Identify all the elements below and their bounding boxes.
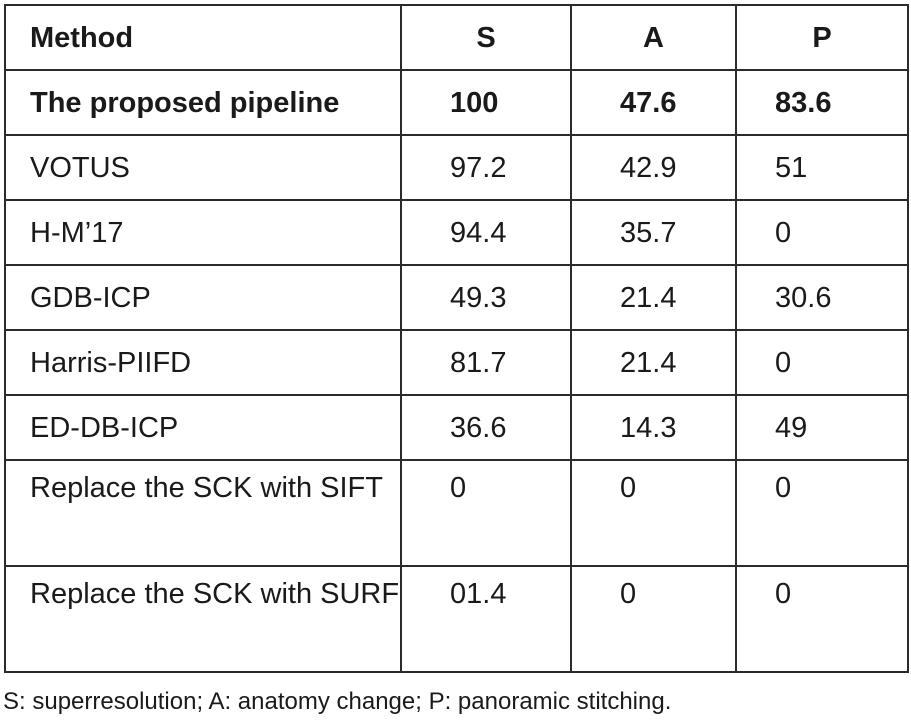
header-row: Method S A P [4, 4, 909, 71]
table-row: Replace the SCK with SURF 01.4 0 0 [4, 565, 909, 673]
p-cell: 0 [735, 565, 909, 673]
a-cell: 35.7 [570, 199, 737, 266]
method-cell: ED-DB-ICP [4, 394, 402, 461]
p-cell: 49 [735, 394, 909, 461]
table-row: H-M’17 94.4 35.7 0 [4, 199, 909, 266]
header-method: Method [4, 4, 402, 71]
p-cell: 51 [735, 134, 909, 201]
method-cell: H-M’17 [4, 199, 402, 266]
a-cell: 14.3 [570, 394, 737, 461]
a-cell: 21.4 [570, 264, 737, 331]
a-cell: 0 [570, 459, 737, 567]
results-table: Method S A P The proposed pipeline 100 4… [4, 4, 909, 673]
method-cell: Replace the SCK with SURF [4, 565, 402, 673]
s-cell: 100 [400, 69, 572, 136]
a-cell: 0 [570, 565, 737, 673]
header-p: P [735, 4, 909, 71]
p-cell: 0 [735, 329, 909, 396]
table-row: GDB-ICP 49.3 21.4 30.6 [4, 264, 909, 331]
table-row: The proposed pipeline 100 47.6 83.6 [4, 69, 909, 136]
a-cell: 47.6 [570, 69, 737, 136]
method-cell: Harris-PIIFD [4, 329, 402, 396]
s-cell: 49.3 [400, 264, 572, 331]
p-cell: 30.6 [735, 264, 909, 331]
table-row: Replace the SCK with SIFT 0 0 0 [4, 459, 909, 567]
method-cell: GDB-ICP [4, 264, 402, 331]
table-header: Method S A P [4, 4, 909, 71]
table-row: VOTUS 97.2 42.9 51 [4, 134, 909, 201]
s-cell: 36.6 [400, 394, 572, 461]
a-cell: 21.4 [570, 329, 737, 396]
header-s: S [400, 4, 572, 71]
s-cell: 81.7 [400, 329, 572, 396]
p-cell: 0 [735, 459, 909, 567]
table-row: Harris-PIIFD 81.7 21.4 0 [4, 329, 909, 396]
method-cell: The proposed pipeline [4, 69, 402, 136]
s-cell: 0 [400, 459, 572, 567]
table-row: ED-DB-ICP 36.6 14.3 49 [4, 394, 909, 461]
p-cell: 0 [735, 199, 909, 266]
method-cell: VOTUS [4, 134, 402, 201]
p-cell: 83.6 [735, 69, 909, 136]
s-cell: 94.4 [400, 199, 572, 266]
table-body: The proposed pipeline 100 47.6 83.6 VOTU… [4, 69, 909, 673]
table-footnote: S: superresolution; A: anatomy change; P… [3, 688, 672, 715]
s-cell: 01.4 [400, 565, 572, 673]
s-cell: 97.2 [400, 134, 572, 201]
method-cell: Replace the SCK with SIFT [4, 459, 402, 567]
a-cell: 42.9 [570, 134, 737, 201]
header-a: A [570, 4, 737, 71]
